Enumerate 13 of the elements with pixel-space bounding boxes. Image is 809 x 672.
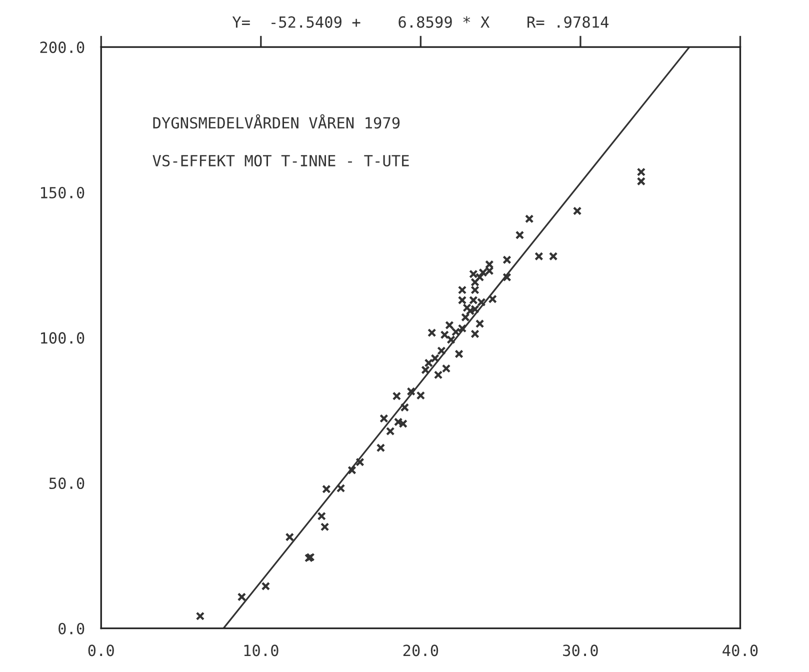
y-tick-label: 200.0 <box>40 42 84 54</box>
x-tick-label: 0.0 <box>88 644 114 656</box>
x-tick-label: 10.0 <box>244 644 278 656</box>
y-tick-label: 150.0 <box>41 186 84 198</box>
annotation: VS-EFFEKT MOT T-INNE - T-UTE <box>152 154 409 166</box>
x-tick-label: 30.0 <box>563 644 598 656</box>
y-tick-label: 50.0 <box>49 478 84 490</box>
x-tick-label: 20.0 <box>403 644 438 656</box>
y-tick-label: 100.0 <box>41 332 84 344</box>
x-tick-label: 40.0 <box>722 644 758 656</box>
annotation: DYGNSMEDELVÅRDEN VÅREN 1979 <box>153 114 400 129</box>
chart-title: Y= -52.5409 + 6.8599 * X R= .97814 <box>232 16 609 28</box>
y-tick-label: 0.0 <box>58 622 84 634</box>
